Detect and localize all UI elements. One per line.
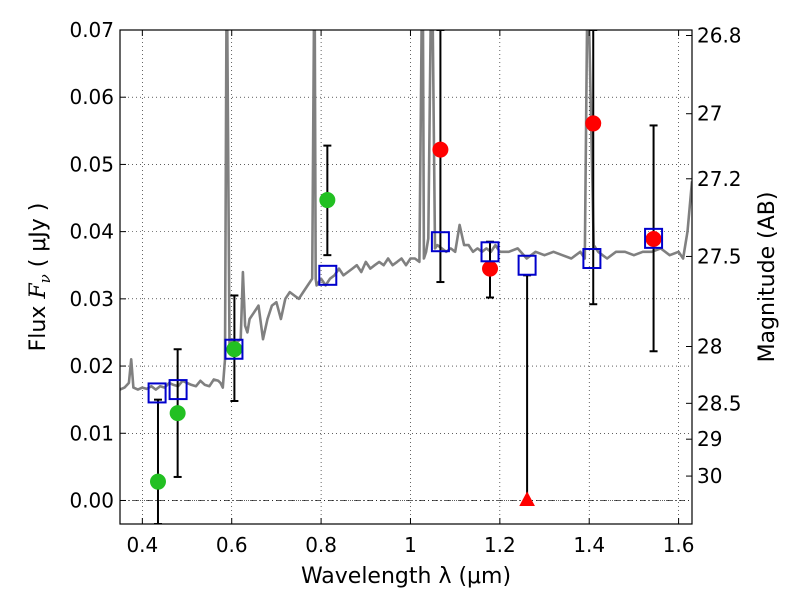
y-axis-label-symbol: F	[26, 283, 51, 300]
upper-limit-triangle	[519, 491, 535, 506]
y-tick-label: 0.04	[69, 220, 114, 244]
y2-tick-label: 29	[697, 427, 722, 451]
y-tick-label: 0.01	[69, 421, 114, 445]
plot-background	[120, 30, 692, 524]
y-tick-label: 0.07	[69, 18, 114, 42]
data-point-circle	[169, 405, 186, 422]
x-tick-label: 0.6	[216, 533, 248, 557]
y-tick-label: 0.00	[69, 488, 114, 512]
grid-lines	[120, 30, 692, 524]
model-photometry-square	[582, 248, 602, 270]
x-tick-label: 1.6	[663, 533, 695, 557]
model-photometry-square	[147, 382, 167, 404]
x-tick-label: 1	[404, 533, 417, 557]
model-photometry-square	[224, 338, 244, 360]
y2-tick-label: 27	[697, 102, 722, 126]
y2-tick-label: 28	[697, 335, 722, 359]
data-point-circle	[226, 341, 243, 358]
y-axis-label-subscript: ν	[36, 274, 54, 283]
y-axis-label-prefix: Flux	[26, 299, 51, 352]
data-point-circle	[645, 231, 662, 248]
data-point-circle	[319, 192, 336, 209]
y-axis-label: Flux Fν ( μJy )	[26, 203, 54, 352]
x-axis-label: Wavelength λ (μm)	[301, 564, 511, 589]
y2-tick-label: 26.8	[697, 23, 742, 47]
y-axis-label-units: ( μJy )	[26, 203, 51, 275]
model-photometry-square	[168, 379, 188, 401]
model-photometry-square	[480, 241, 500, 263]
model-photometry-square	[430, 231, 450, 253]
y-tick-label: 0.06	[69, 85, 114, 109]
marker-layer	[147, 115, 664, 506]
data-point-circle	[585, 115, 602, 132]
spectrum-layer	[120, 30, 692, 391]
x-tick-label: 0.4	[126, 533, 158, 557]
model-photometry-square	[517, 254, 537, 276]
x-tick-label: 1.4	[573, 533, 605, 557]
y-tick-label: 0.02	[69, 354, 114, 378]
y-tick-label: 0.03	[69, 287, 114, 311]
secondary-y-axis-label: Magnitude (AB)	[755, 192, 780, 363]
model-photometry-square	[318, 264, 338, 286]
y2-tick-label: 27.2	[697, 167, 742, 191]
data-point-circle	[482, 260, 499, 277]
y-tick-label: 0.05	[69, 152, 114, 176]
model-photometry-square	[644, 227, 664, 249]
plot-frame	[119, 29, 693, 525]
data-point-circle	[149, 473, 166, 490]
y2-tick-label: 28.5	[697, 391, 742, 415]
data-point-circle	[432, 141, 449, 158]
tick-layer: 0.4 0.6 0.8 1 1.2 1.4 1.6 0.00 0.01 0.02 0.03 0.04 0…	[69, 18, 741, 557]
y2-tick-label: 27.5	[697, 244, 742, 268]
y2-tick-label: 30	[697, 464, 722, 488]
x-tick-label: 0.8	[305, 533, 337, 557]
model-spectrum-line	[120, 30, 692, 391]
x-tick-label: 1.2	[484, 533, 516, 557]
